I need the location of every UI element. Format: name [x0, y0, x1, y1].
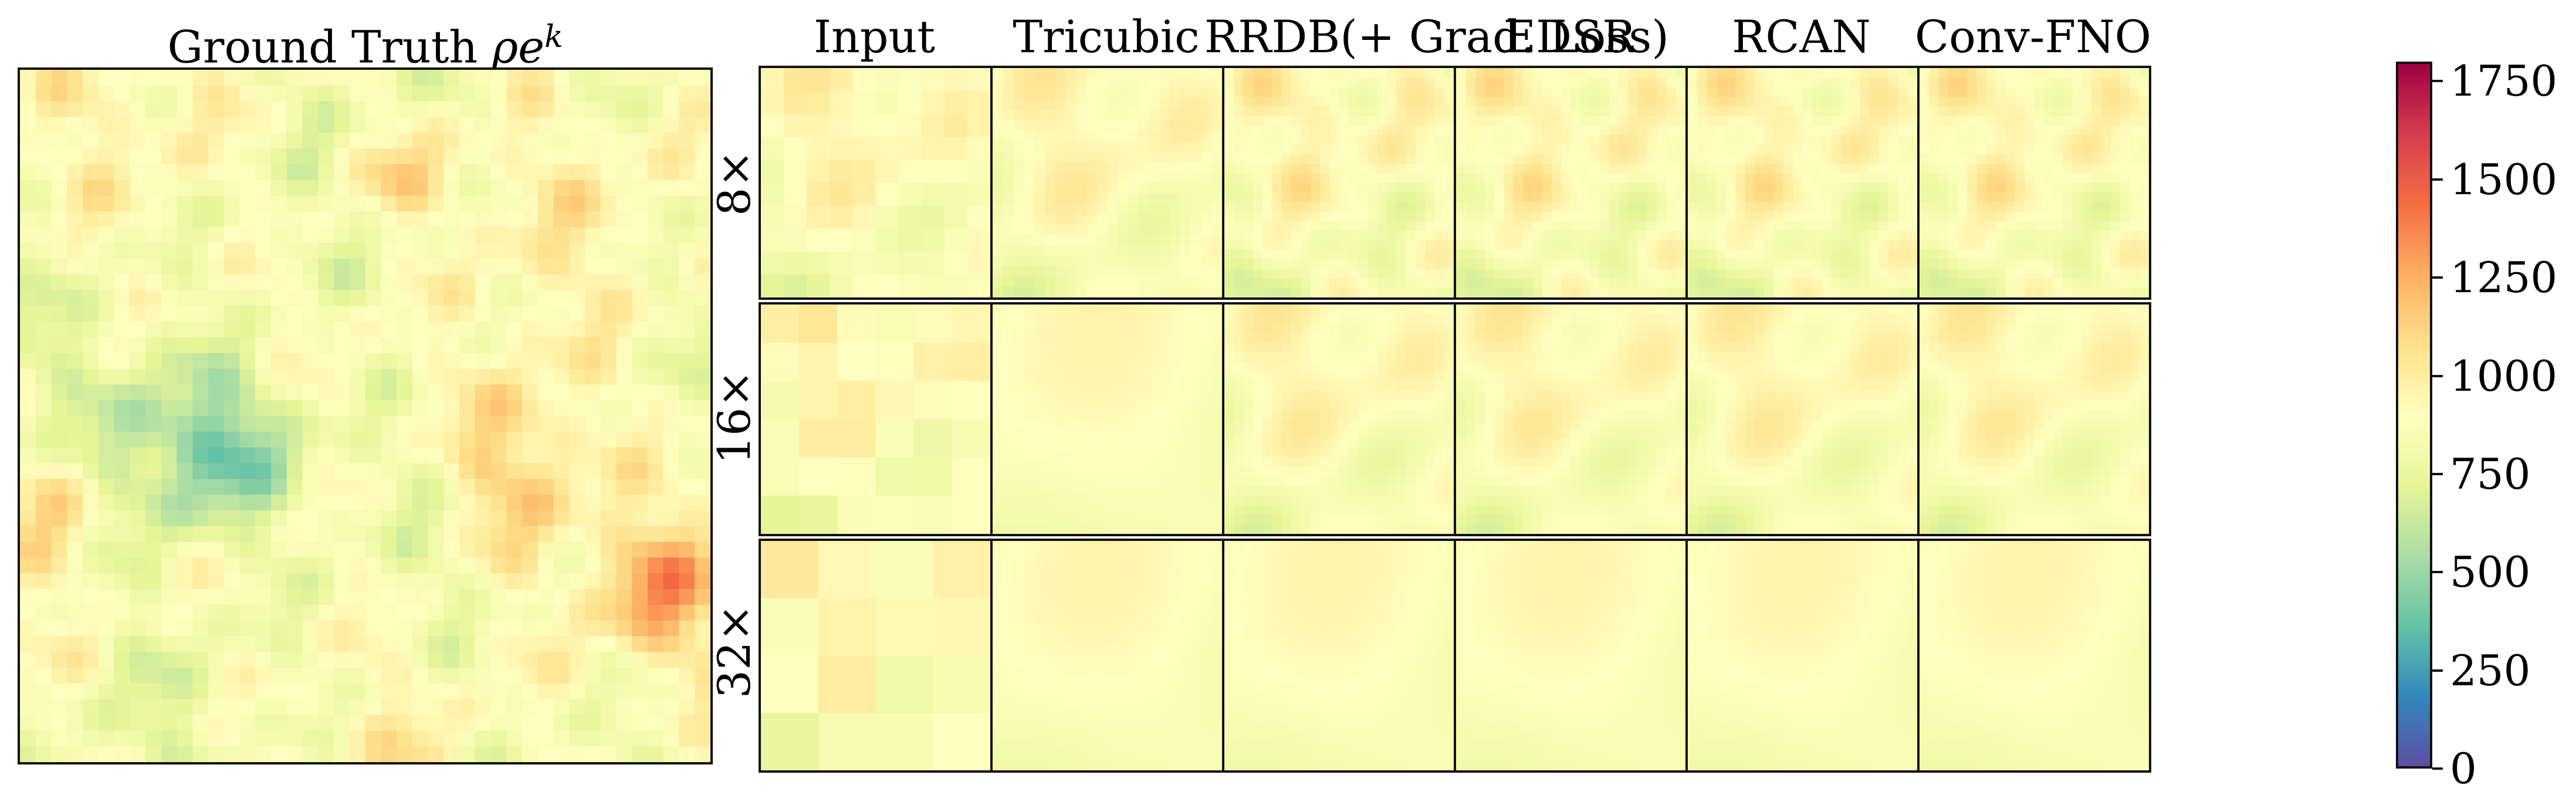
colorbar-tick [2432, 80, 2443, 83]
colorbar-tick-label: 500 [2450, 547, 2531, 597]
ground-truth-panel [18, 67, 713, 764]
result-panel [1685, 66, 1920, 300]
column-title: Input [813, 11, 936, 63]
result-panel [759, 302, 993, 536]
colorbar-tick-label: 750 [2450, 449, 2531, 499]
ground-truth-title-text: Ground Truth [167, 21, 492, 73]
colorbar-tick-label: 250 [2450, 645, 2531, 695]
result-panel [1685, 539, 1920, 773]
colorbar-tick [2432, 669, 2443, 672]
row-label: 8× [708, 150, 760, 216]
column-title: RCAN [1732, 11, 1871, 63]
colorbar-tick [2432, 374, 2443, 377]
result-panel [1454, 66, 1688, 300]
result-field [1688, 304, 1917, 534]
result-panel [1917, 66, 2151, 300]
colorbar-tick-label: 1250 [2450, 253, 2558, 303]
result-panel [759, 539, 993, 773]
result-field [1920, 304, 2149, 534]
result-panel [1222, 302, 1456, 536]
result-field [1224, 541, 1454, 770]
result-panel [990, 302, 1224, 536]
ground-truth-title: Ground Truth ρek [18, 11, 713, 73]
colorbar-tick-label: 1750 [2450, 56, 2558, 106]
result-field [993, 68, 1222, 297]
result-field [1688, 68, 1917, 297]
result-panel [1222, 66, 1456, 300]
result-field [1920, 541, 2149, 770]
result-field [993, 304, 1222, 534]
column-title: RRDB(+ Grad. Loss) [1204, 11, 1669, 63]
result-panel [990, 66, 1224, 300]
colorbar-tick [2432, 767, 2443, 770]
colorbar-tick [2432, 472, 2443, 475]
result-field [761, 304, 990, 534]
result-field [761, 68, 990, 297]
ground-truth-superscript: k [544, 19, 563, 55]
result-panel [990, 539, 1224, 773]
ground-truth-symbol: ρe [492, 21, 545, 73]
result-panel [1917, 539, 2151, 773]
result-panel [759, 66, 993, 300]
colorbar-tick [2432, 178, 2443, 181]
result-panel [1917, 302, 2151, 536]
result-field [993, 541, 1222, 770]
result-field [1688, 541, 1917, 770]
result-panel [1685, 302, 1920, 536]
colorbar-tick [2432, 571, 2443, 574]
result-field [1456, 304, 1685, 534]
colorbar-tick-label: 1500 [2450, 154, 2558, 204]
result-field [1456, 541, 1685, 770]
result-panel [1454, 539, 1688, 773]
result-field [761, 541, 990, 770]
row-label: 16× [708, 370, 760, 464]
colorbar-tick [2432, 276, 2443, 279]
ground-truth-field [20, 70, 710, 762]
colorbar [2396, 62, 2432, 769]
column-title: EDSR [1503, 11, 1636, 63]
result-field [1224, 68, 1454, 297]
result-panel [1222, 539, 1456, 773]
column-title: Conv-FNO [1914, 11, 2151, 63]
result-field [1920, 68, 2149, 297]
colorbar-tick-label: 1000 [2450, 351, 2558, 401]
row-label: 32× [708, 604, 760, 698]
result-panel [1454, 302, 1688, 536]
column-title: Tricubic [1013, 11, 1200, 63]
result-field [1224, 304, 1454, 534]
result-field [1456, 68, 1685, 297]
colorbar-tick-label: 0 [2450, 744, 2477, 793]
